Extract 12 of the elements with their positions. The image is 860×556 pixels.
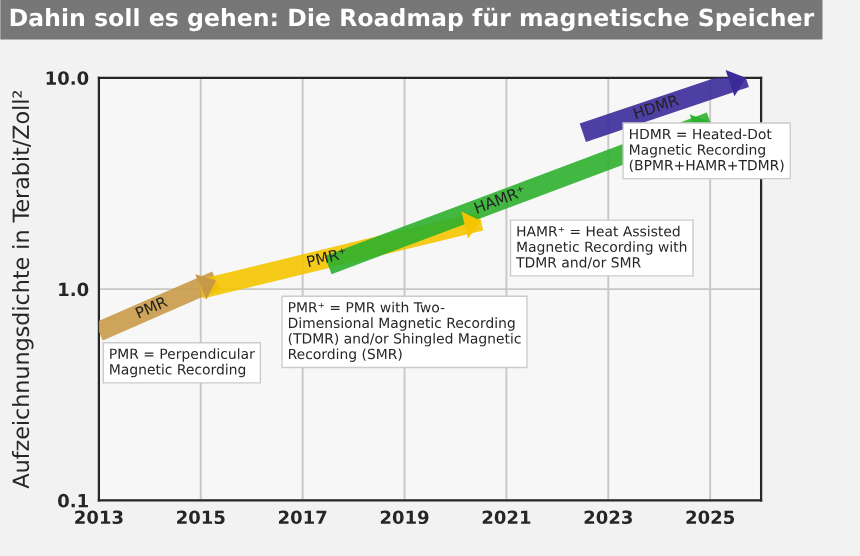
x-tick-label: 2013	[75, 510, 123, 525]
y-tick-label: 1.0	[59, 282, 89, 297]
x-tick-label: 2021	[482, 510, 531, 525]
x-tick-label: 2023	[584, 510, 632, 525]
x-tick-label: 2019	[380, 510, 429, 525]
chart-title: Dahin soll es gehen: Die Roadmap für magnetische Speicher	[10, 7, 815, 32]
x-tick-label: 2017	[278, 510, 327, 525]
y-tick-label: 10.0	[46, 71, 89, 85]
x-tick-label: 2025	[686, 510, 735, 525]
y-axis-title: Aufzeichnungsdichte in Terabit/Zoll²	[12, 91, 34, 489]
y-tick-label: 0.1	[58, 493, 88, 508]
x-tick-label: 2015	[177, 510, 225, 525]
